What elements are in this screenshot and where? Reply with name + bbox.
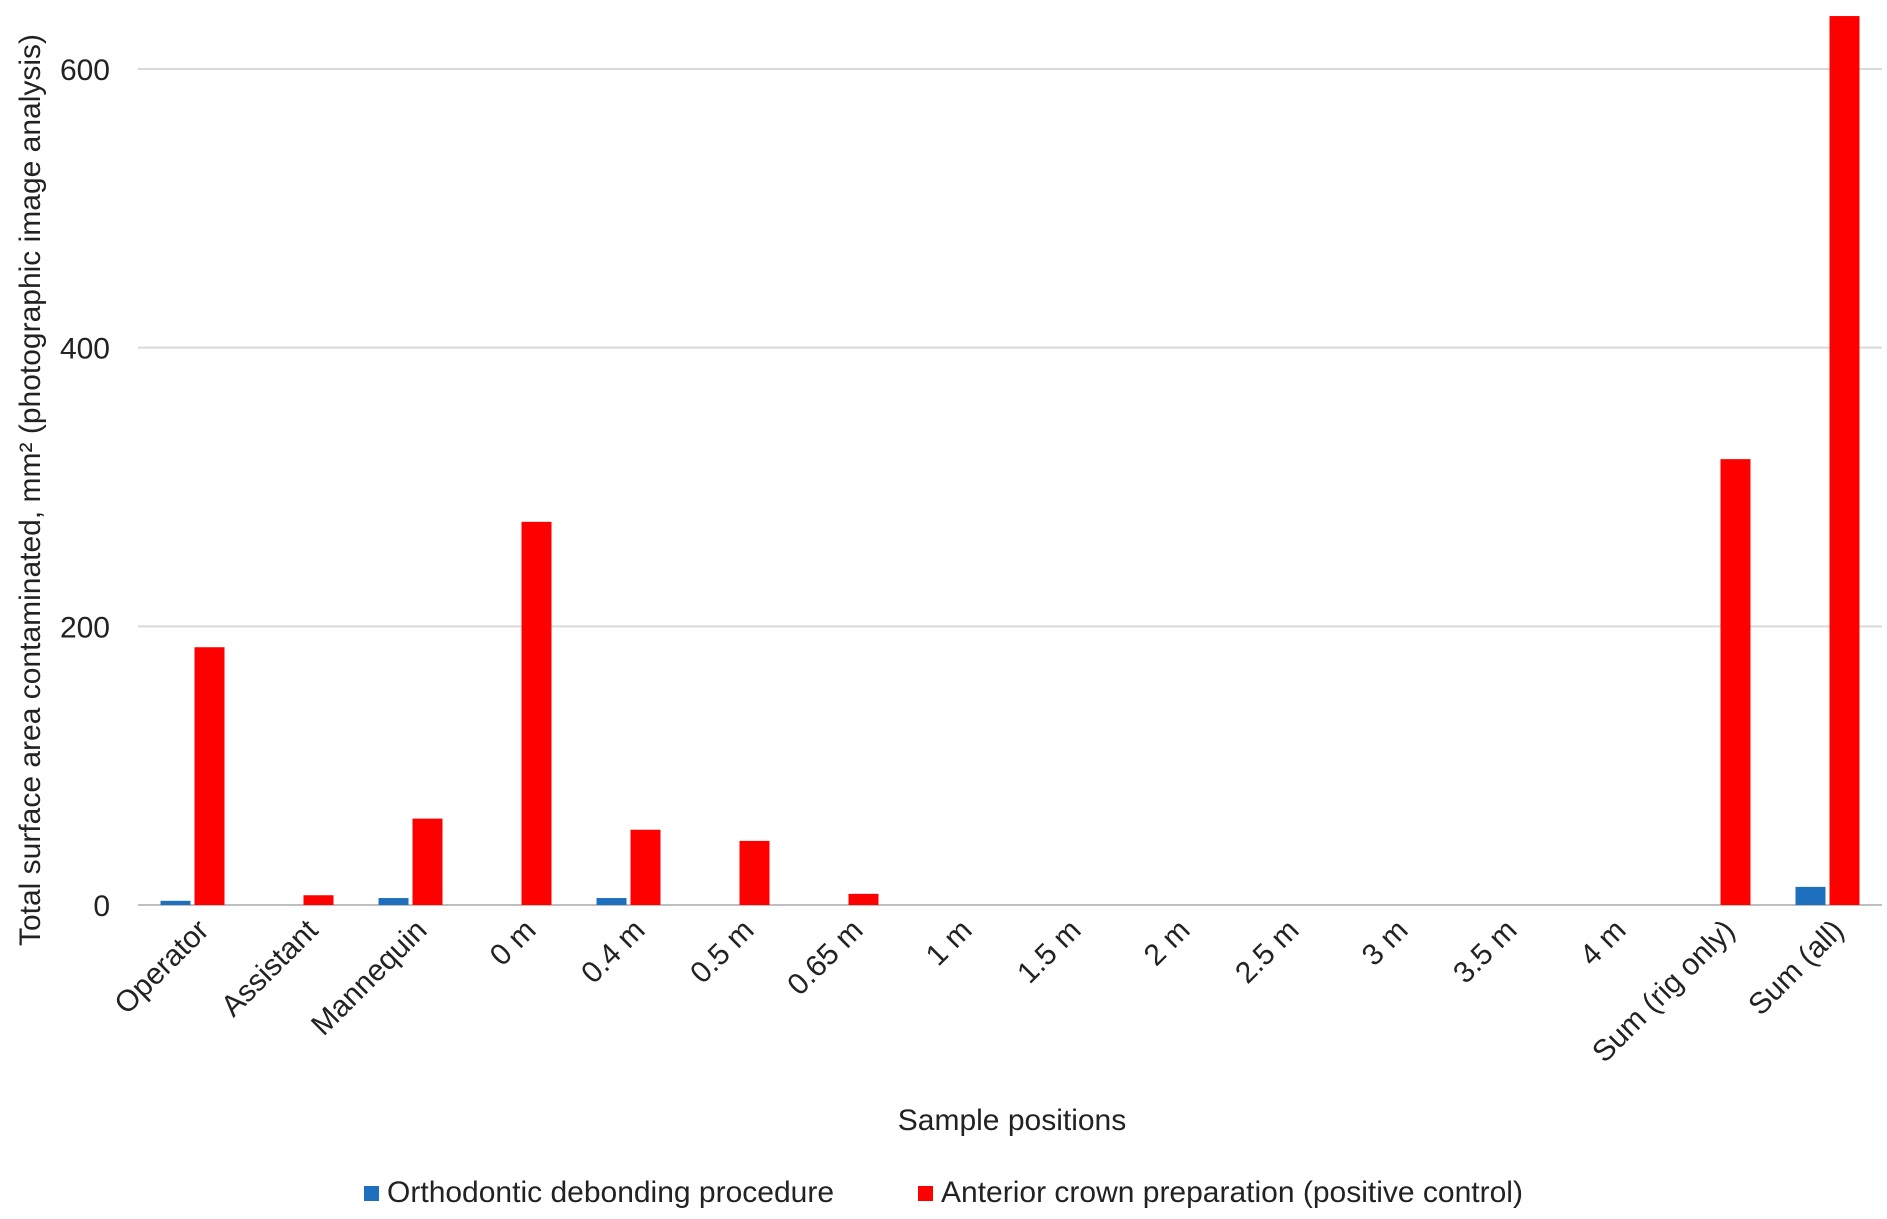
legend-label-series-1: Orthodontic debonding procedure xyxy=(387,1176,835,1209)
chart-legend: Orthodontic debonding procedure Anterior… xyxy=(0,1176,1887,1210)
legend-item-series-2: Anterior crown preparation (positive con… xyxy=(918,1176,1523,1210)
y-tick-label-400: 400 xyxy=(60,333,110,366)
y-tick-label-0: 0 xyxy=(93,890,110,923)
y-axis-title: Total surface area contaminated, mm² (ph… xyxy=(14,34,47,946)
x-tick-label-15: Sum (all) xyxy=(1742,914,1850,1022)
x-tick-label-2: Mannequin xyxy=(305,914,433,1042)
x-tick-label-9: 2 m xyxy=(1138,914,1197,973)
x-tick-label-12: 3.5 m xyxy=(1447,914,1523,990)
bar-series-2-6 xyxy=(848,893,879,905)
x-tick-label-3: 0 m xyxy=(484,914,543,973)
bar-series-2-0 xyxy=(194,647,225,905)
bar-series-2-4 xyxy=(630,829,661,905)
bar-series-2-1 xyxy=(303,895,334,905)
x-tick-label-7: 1 m xyxy=(920,914,979,973)
x-tick-label-6: 0.65 m xyxy=(781,914,869,1002)
bar-series-2-15 xyxy=(1829,16,1860,905)
bar-series-1-2 xyxy=(378,898,409,905)
legend-swatch-series-1 xyxy=(364,1185,380,1201)
x-tick-label-1: Assistant xyxy=(215,913,325,1023)
bar-series-2-14 xyxy=(1720,459,1751,905)
x-tick-label-5: 0.5 m xyxy=(684,914,760,990)
x-tick-label-11: 3 m xyxy=(1356,914,1415,973)
x-tick-label-8: 1.5 m xyxy=(1011,914,1087,990)
legend-item-series-1: Orthodontic debonding procedure xyxy=(364,1176,834,1210)
x-tick-label-0: Operator xyxy=(108,914,215,1021)
x-tick-label-4: 0.4 m xyxy=(575,914,651,990)
x-tick-label-10: 2.5 m xyxy=(1229,914,1305,990)
legend-label-series-2: Anterior crown preparation (positive con… xyxy=(941,1176,1523,1209)
y-tick-label-200: 200 xyxy=(60,611,110,644)
bar-series-2-5 xyxy=(739,840,770,905)
x-tick-label-13: 4 m xyxy=(1574,914,1633,973)
bar-series-1-15 xyxy=(1795,886,1826,905)
y-tick-label-600: 600 xyxy=(60,54,110,87)
legend-swatch-series-2 xyxy=(918,1185,934,1201)
bar-series-1-4 xyxy=(596,898,627,905)
bar-series-2-3 xyxy=(521,521,552,905)
bar-series-2-2 xyxy=(412,818,443,905)
bar-series-1-0 xyxy=(160,900,191,905)
x-axis-title: Sample positions xyxy=(898,1104,1126,1137)
